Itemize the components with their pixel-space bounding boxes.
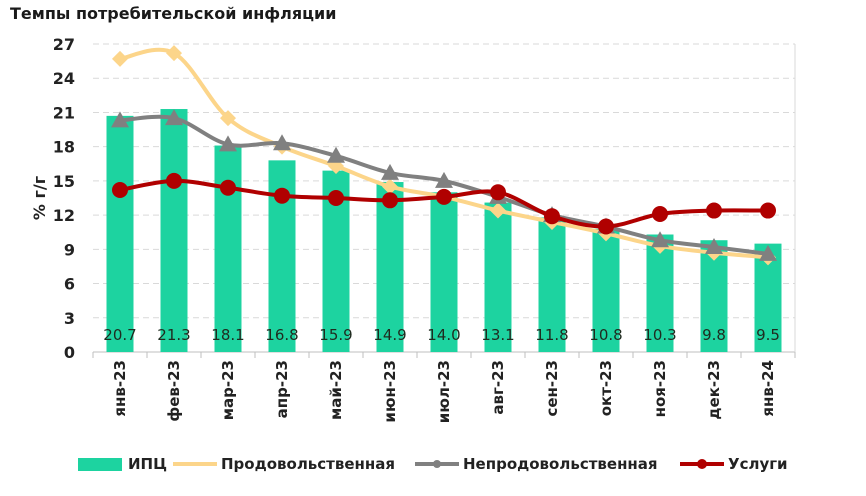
y-tick-label: 18	[53, 138, 75, 157]
marker-nonfood	[327, 146, 345, 163]
data-label-cpi: 11.8	[535, 326, 568, 344]
marker-nonfood	[165, 109, 183, 126]
y-tick-label: 6	[64, 275, 75, 294]
marker-food	[382, 178, 398, 195]
marker-services	[220, 179, 236, 196]
marker-services	[382, 192, 398, 209]
legend-label-services: Услуги	[728, 455, 788, 473]
x-tick-label: май-23	[327, 360, 345, 420]
legend-item-food: Продовольственная	[173, 452, 395, 476]
marker-nonfood	[111, 111, 129, 128]
legend-item-nonfood: Непродовольственная	[415, 452, 658, 476]
marker-services	[436, 188, 452, 205]
legend-label-food: Продовольственная	[221, 455, 396, 473]
marker-food	[112, 50, 128, 67]
x-tick-label: янв-23	[111, 360, 129, 417]
data-label-cpi: 14.9	[373, 326, 406, 344]
x-tick-label: апр-23	[273, 360, 291, 418]
marker-nonfood	[759, 244, 777, 261]
marker-nonfood	[435, 171, 453, 188]
data-label-cpi: 21.3	[157, 326, 190, 344]
data-label-cpi: 9.5	[756, 326, 780, 344]
bar-cpi	[484, 202, 512, 352]
y-tick-label: 9	[64, 240, 75, 259]
marker-food	[490, 202, 506, 219]
x-tick-label: мар-23	[219, 360, 237, 420]
marker-services	[598, 218, 614, 235]
y-tick-label: 0	[64, 343, 75, 362]
x-tick-label: ноя-23	[651, 360, 669, 417]
marker-food	[166, 45, 182, 62]
data-label-cpi: 16.8	[265, 326, 298, 344]
y-tick-label: 15	[53, 172, 75, 191]
y-tick-label: 12	[53, 206, 75, 225]
marker-services	[706, 202, 722, 219]
data-label-cpi: 18.1	[211, 326, 244, 344]
x-tick-label: янв-24	[759, 360, 777, 417]
marker-services	[112, 182, 128, 199]
bar-cpi	[430, 192, 458, 352]
legend-item-services: Услуги	[680, 452, 788, 476]
bar-cpi	[214, 145, 242, 352]
marker-nonfood	[705, 238, 723, 255]
data-label-cpi: 14.0	[427, 326, 460, 344]
x-tick-label: окт-23	[597, 360, 615, 416]
marker-nonfood	[273, 134, 291, 151]
x-tick-label: фев-23	[165, 360, 183, 422]
y-tick-label: 3	[64, 309, 75, 328]
legend-label-cpi: ИПЦ	[128, 455, 168, 473]
chart-title: Темпы потребительской инфляции	[10, 4, 337, 23]
legend-swatch-nonfood	[415, 460, 459, 468]
marker-nonfood	[219, 135, 237, 152]
legend-label-nonfood: Непродовольственная	[463, 455, 658, 473]
x-tick-label: сен-23	[543, 360, 561, 417]
x-tick-label: дек-23	[705, 360, 723, 420]
data-label-cpi: 20.7	[103, 326, 136, 344]
y-tick-label: 27	[53, 35, 75, 54]
y-tick-label: 21	[53, 103, 75, 122]
chart-legend: ИПЦ Продовольственная Непродовольственна…	[0, 452, 866, 476]
y-tick-label: 24	[53, 69, 75, 88]
marker-services	[760, 202, 776, 219]
x-tick-label: июл-23	[435, 360, 453, 423]
y-axis-label: % г/г	[30, 176, 49, 220]
legend-swatch-services	[680, 459, 724, 469]
data-label-cpi: 13.1	[481, 326, 514, 344]
data-label-cpi: 10.3	[643, 326, 676, 344]
marker-services	[652, 205, 668, 222]
marker-services	[544, 208, 560, 225]
marker-services	[490, 184, 506, 201]
bar-cpi	[376, 182, 404, 352]
bar-cpi	[592, 228, 620, 352]
legend-swatch-cpi	[78, 457, 122, 471]
data-label-cpi: 10.8	[589, 326, 622, 344]
bar-cpi	[106, 115, 134, 352]
legend-item-cpi: ИПЦ	[78, 452, 167, 476]
bar-cpi	[646, 234, 674, 352]
marker-food	[220, 110, 236, 127]
marker-services	[328, 190, 344, 206]
legend-swatch-food	[173, 462, 217, 466]
marker-nonfood	[381, 163, 399, 180]
x-tick-label: авг-23	[489, 360, 507, 415]
marker-services	[166, 172, 182, 189]
data-label-cpi: 15.9	[319, 326, 352, 344]
bar-cpi	[538, 217, 566, 352]
marker-services	[274, 187, 290, 204]
marker-nonfood	[651, 231, 669, 248]
data-label-cpi: 9.8	[702, 326, 726, 344]
bar-cpi	[160, 109, 188, 353]
x-tick-label: июн-23	[381, 360, 399, 423]
